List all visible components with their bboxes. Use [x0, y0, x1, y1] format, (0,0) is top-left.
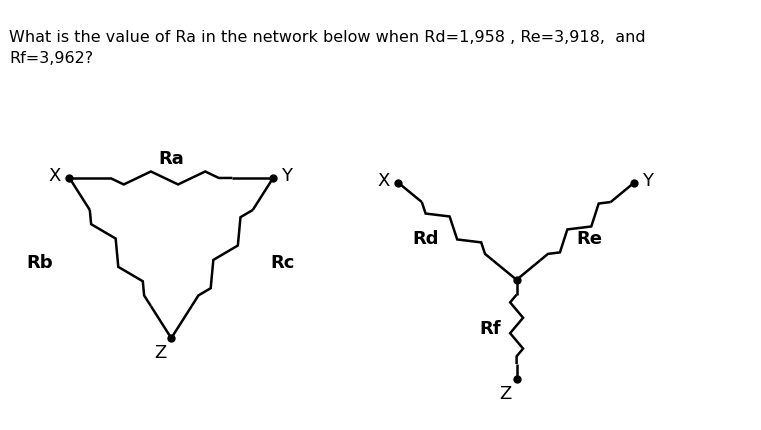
Text: Rb: Rb — [27, 254, 53, 272]
Text: Y: Y — [281, 167, 291, 185]
Text: Ra: Ra — [158, 150, 184, 169]
Text: X: X — [377, 172, 390, 190]
Text: Z: Z — [499, 385, 511, 402]
Text: X: X — [49, 167, 61, 185]
Text: Rf: Rf — [480, 320, 501, 338]
Text: What is the value of Ra in the network below when Rd=1,958 , Re=3,918,  and: What is the value of Ra in the network b… — [9, 30, 646, 45]
Text: Rf=3,962?: Rf=3,962? — [9, 51, 94, 66]
Text: Rc: Rc — [270, 254, 295, 272]
Text: Re: Re — [577, 230, 603, 248]
Text: Rd: Rd — [412, 230, 439, 248]
Text: Z: Z — [154, 344, 167, 362]
Text: Y: Y — [642, 172, 653, 190]
